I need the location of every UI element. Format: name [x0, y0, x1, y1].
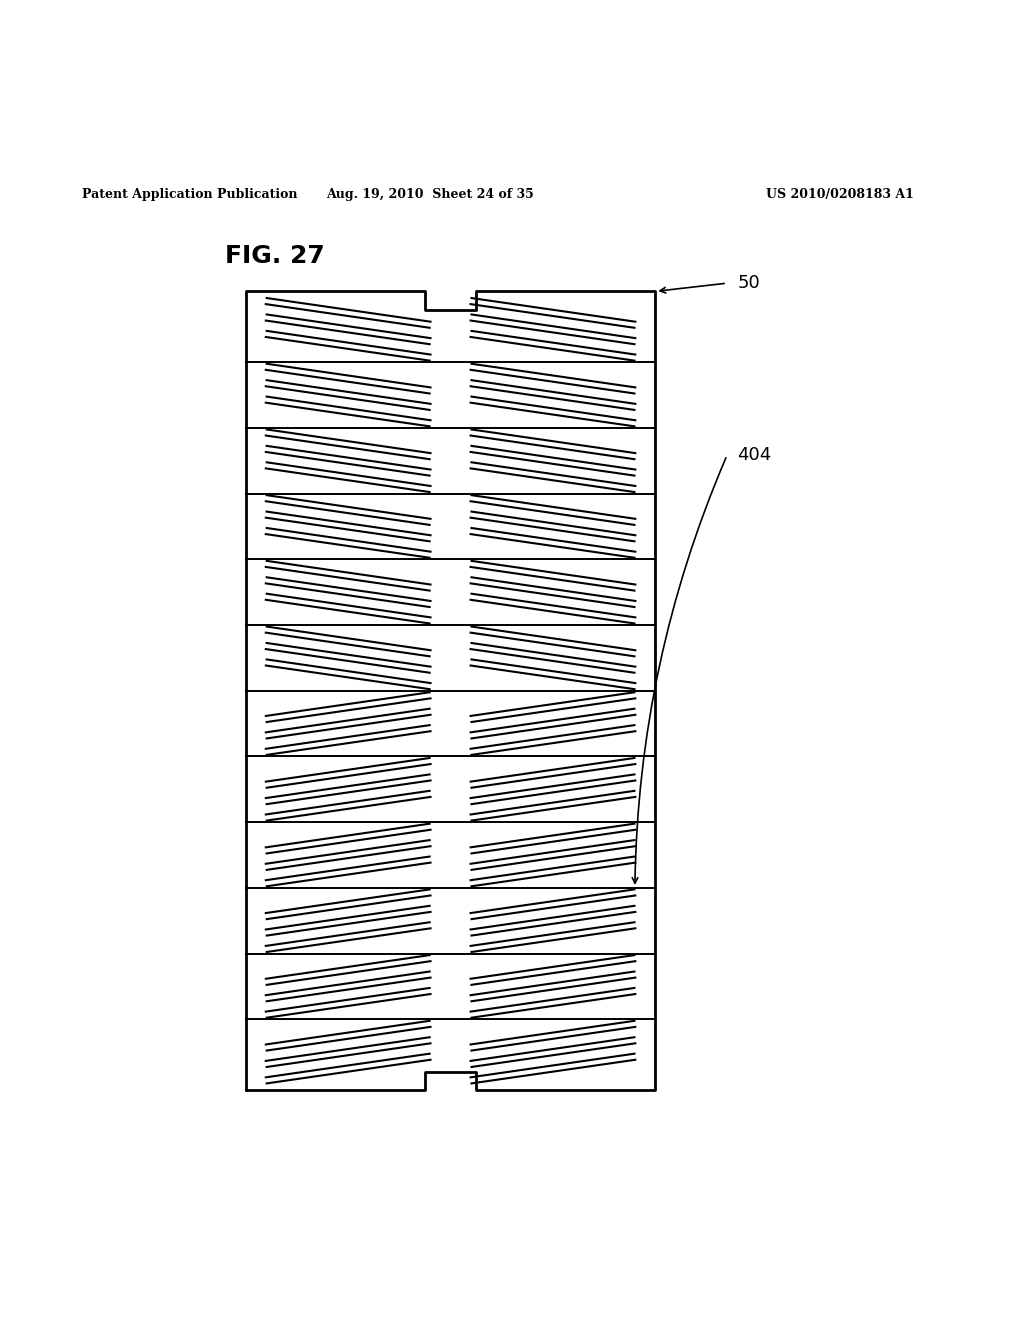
Text: Patent Application Publication: Patent Application Publication	[82, 187, 297, 201]
Text: 50: 50	[737, 275, 760, 292]
Text: Aug. 19, 2010  Sheet 24 of 35: Aug. 19, 2010 Sheet 24 of 35	[327, 187, 534, 201]
Text: 404: 404	[737, 446, 771, 465]
Text: US 2010/0208183 A1: US 2010/0208183 A1	[766, 187, 913, 201]
Text: FIG. 27: FIG. 27	[225, 243, 325, 268]
